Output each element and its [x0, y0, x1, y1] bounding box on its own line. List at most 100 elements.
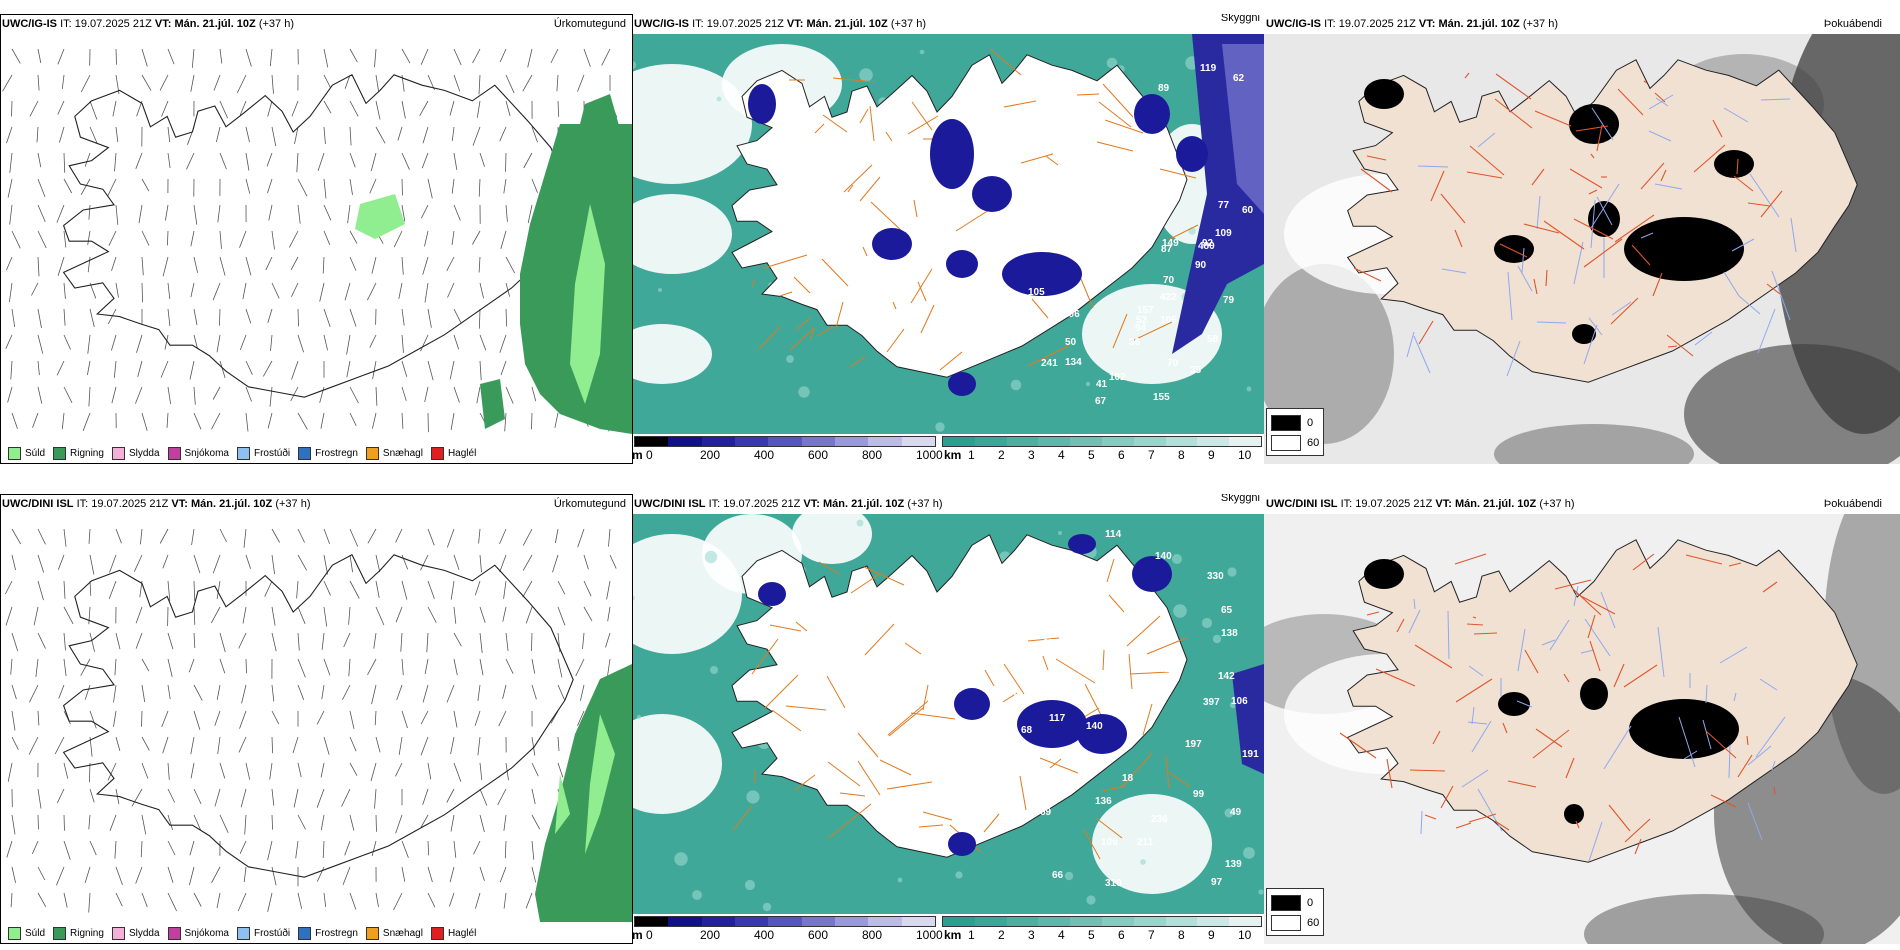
wind-barb	[245, 360, 253, 375]
wind-barb	[211, 866, 221, 884]
road-segment	[1587, 614, 1596, 639]
river-segment	[1738, 295, 1761, 315]
road-segment	[1631, 244, 1651, 266]
wind-barb	[502, 606, 507, 622]
road-segment	[1746, 735, 1749, 746]
wind-barb	[453, 152, 458, 170]
model-name: UWC/DINI ISL	[634, 498, 706, 510]
road-segment	[1499, 243, 1528, 258]
river-segment	[1723, 271, 1740, 297]
road-segment	[1146, 637, 1187, 655]
road-segment	[939, 351, 963, 371]
river-segment	[1723, 107, 1749, 123]
road-segment	[779, 291, 793, 297]
river-segment	[1580, 649, 1595, 654]
wind-barb	[162, 554, 169, 569]
wind-barb	[422, 788, 429, 805]
ramp-step	[868, 437, 902, 446]
wind-barb	[56, 866, 65, 886]
visibility-map[interactable]: 103 114 136 109 138 141 397 330 140 236 264 310 139 1…	[632, 514, 1264, 914]
road-segment	[1634, 838, 1642, 855]
wind-barb	[31, 282, 39, 296]
tick-m: 1000	[916, 448, 943, 462]
tick-km: 10	[1238, 928, 1252, 942]
fog-map[interactable]	[1264, 514, 1900, 944]
visibility-map[interactable]: 112 87 92 115 136 134 60 90 149 106 105 119 91 103 94 8…	[632, 34, 1264, 434]
wind-barb	[322, 840, 325, 859]
wind-barb	[37, 528, 46, 545]
wind-barb	[219, 308, 221, 326]
sea-texture-dot	[744, 879, 756, 891]
fog-legend-high: 60	[1307, 437, 1320, 449]
wind-barb	[349, 308, 357, 327]
road-segment	[922, 811, 953, 821]
wind-barb	[271, 528, 280, 543]
legend-label: Frostúði	[253, 447, 291, 459]
fog-legend: 0 60	[1266, 408, 1324, 456]
wind-barb	[193, 386, 196, 405]
visibility-label: 157	[1137, 305, 1154, 316]
wind-barb	[63, 282, 66, 299]
road-segment	[1468, 813, 1497, 823]
drizzle-band	[585, 714, 615, 854]
road-segment	[814, 123, 825, 134]
fog-map[interactable]	[1264, 34, 1900, 464]
precip-map-svg	[0, 34, 632, 442]
sea-texture-dot	[1106, 57, 1118, 69]
precip-map[interactable]	[0, 514, 632, 922]
river-segment	[1471, 720, 1492, 753]
river-segment	[1759, 678, 1778, 691]
road-segment	[910, 268, 933, 304]
wind-barb	[131, 788, 143, 807]
wind-barb	[9, 204, 13, 225]
legend-label: Rigning	[70, 447, 104, 459]
wind-barb	[214, 710, 221, 726]
road-segment	[1339, 732, 1377, 759]
wind-barb	[188, 658, 195, 673]
road-segment	[1096, 141, 1134, 152]
road-segment	[1533, 278, 1538, 295]
wind-barb	[162, 256, 169, 277]
wind-barb	[87, 256, 91, 273]
wind-barb	[525, 606, 533, 624]
wind-barb	[479, 308, 481, 329]
wind-barb	[63, 334, 71, 350]
wind-barb	[219, 230, 222, 249]
visibility-label: 264	[1026, 682, 1043, 693]
visibility-label: 136	[1065, 172, 1082, 183]
wind-barb	[159, 528, 169, 544]
river-segment	[1541, 639, 1556, 646]
ramp-step	[1197, 437, 1230, 446]
wind-barb	[240, 788, 247, 808]
wind-barb	[167, 866, 174, 883]
visibility-label: 41	[1096, 379, 1108, 390]
sea-fog-patch	[632, 194, 732, 274]
road-segment	[732, 805, 753, 831]
wind-barb	[238, 632, 247, 649]
wind-barb	[557, 658, 563, 678]
wind-barb	[424, 230, 429, 247]
road-segment	[1654, 92, 1666, 103]
visibility-label: 94	[1135, 323, 1147, 334]
wind-barb	[557, 606, 566, 626]
wind-barb	[11, 710, 16, 731]
wind-barb	[401, 334, 404, 353]
wind-barb	[527, 48, 533, 68]
wind-barb	[323, 528, 330, 545]
wind-barb	[323, 334, 328, 351]
precip-legend: Súld Rigning Slydda Snjókoma Frostúði Frostre…	[0, 922, 632, 944]
wind-barb	[80, 658, 91, 676]
wind-barb	[193, 256, 198, 273]
ramp-step	[834, 437, 869, 446]
rain-patch-south	[480, 379, 505, 429]
wind-barb	[323, 606, 328, 627]
road-segment	[1710, 794, 1737, 808]
wind-barb	[367, 282, 377, 301]
road-segment	[1076, 93, 1100, 96]
road-segment	[1573, 218, 1614, 240]
wind-barb	[479, 282, 484, 299]
visibility-label: 77	[1218, 200, 1230, 211]
wind-barb	[216, 580, 221, 599]
visibility-label: 422	[1160, 292, 1177, 303]
precip-map[interactable]	[0, 34, 632, 442]
